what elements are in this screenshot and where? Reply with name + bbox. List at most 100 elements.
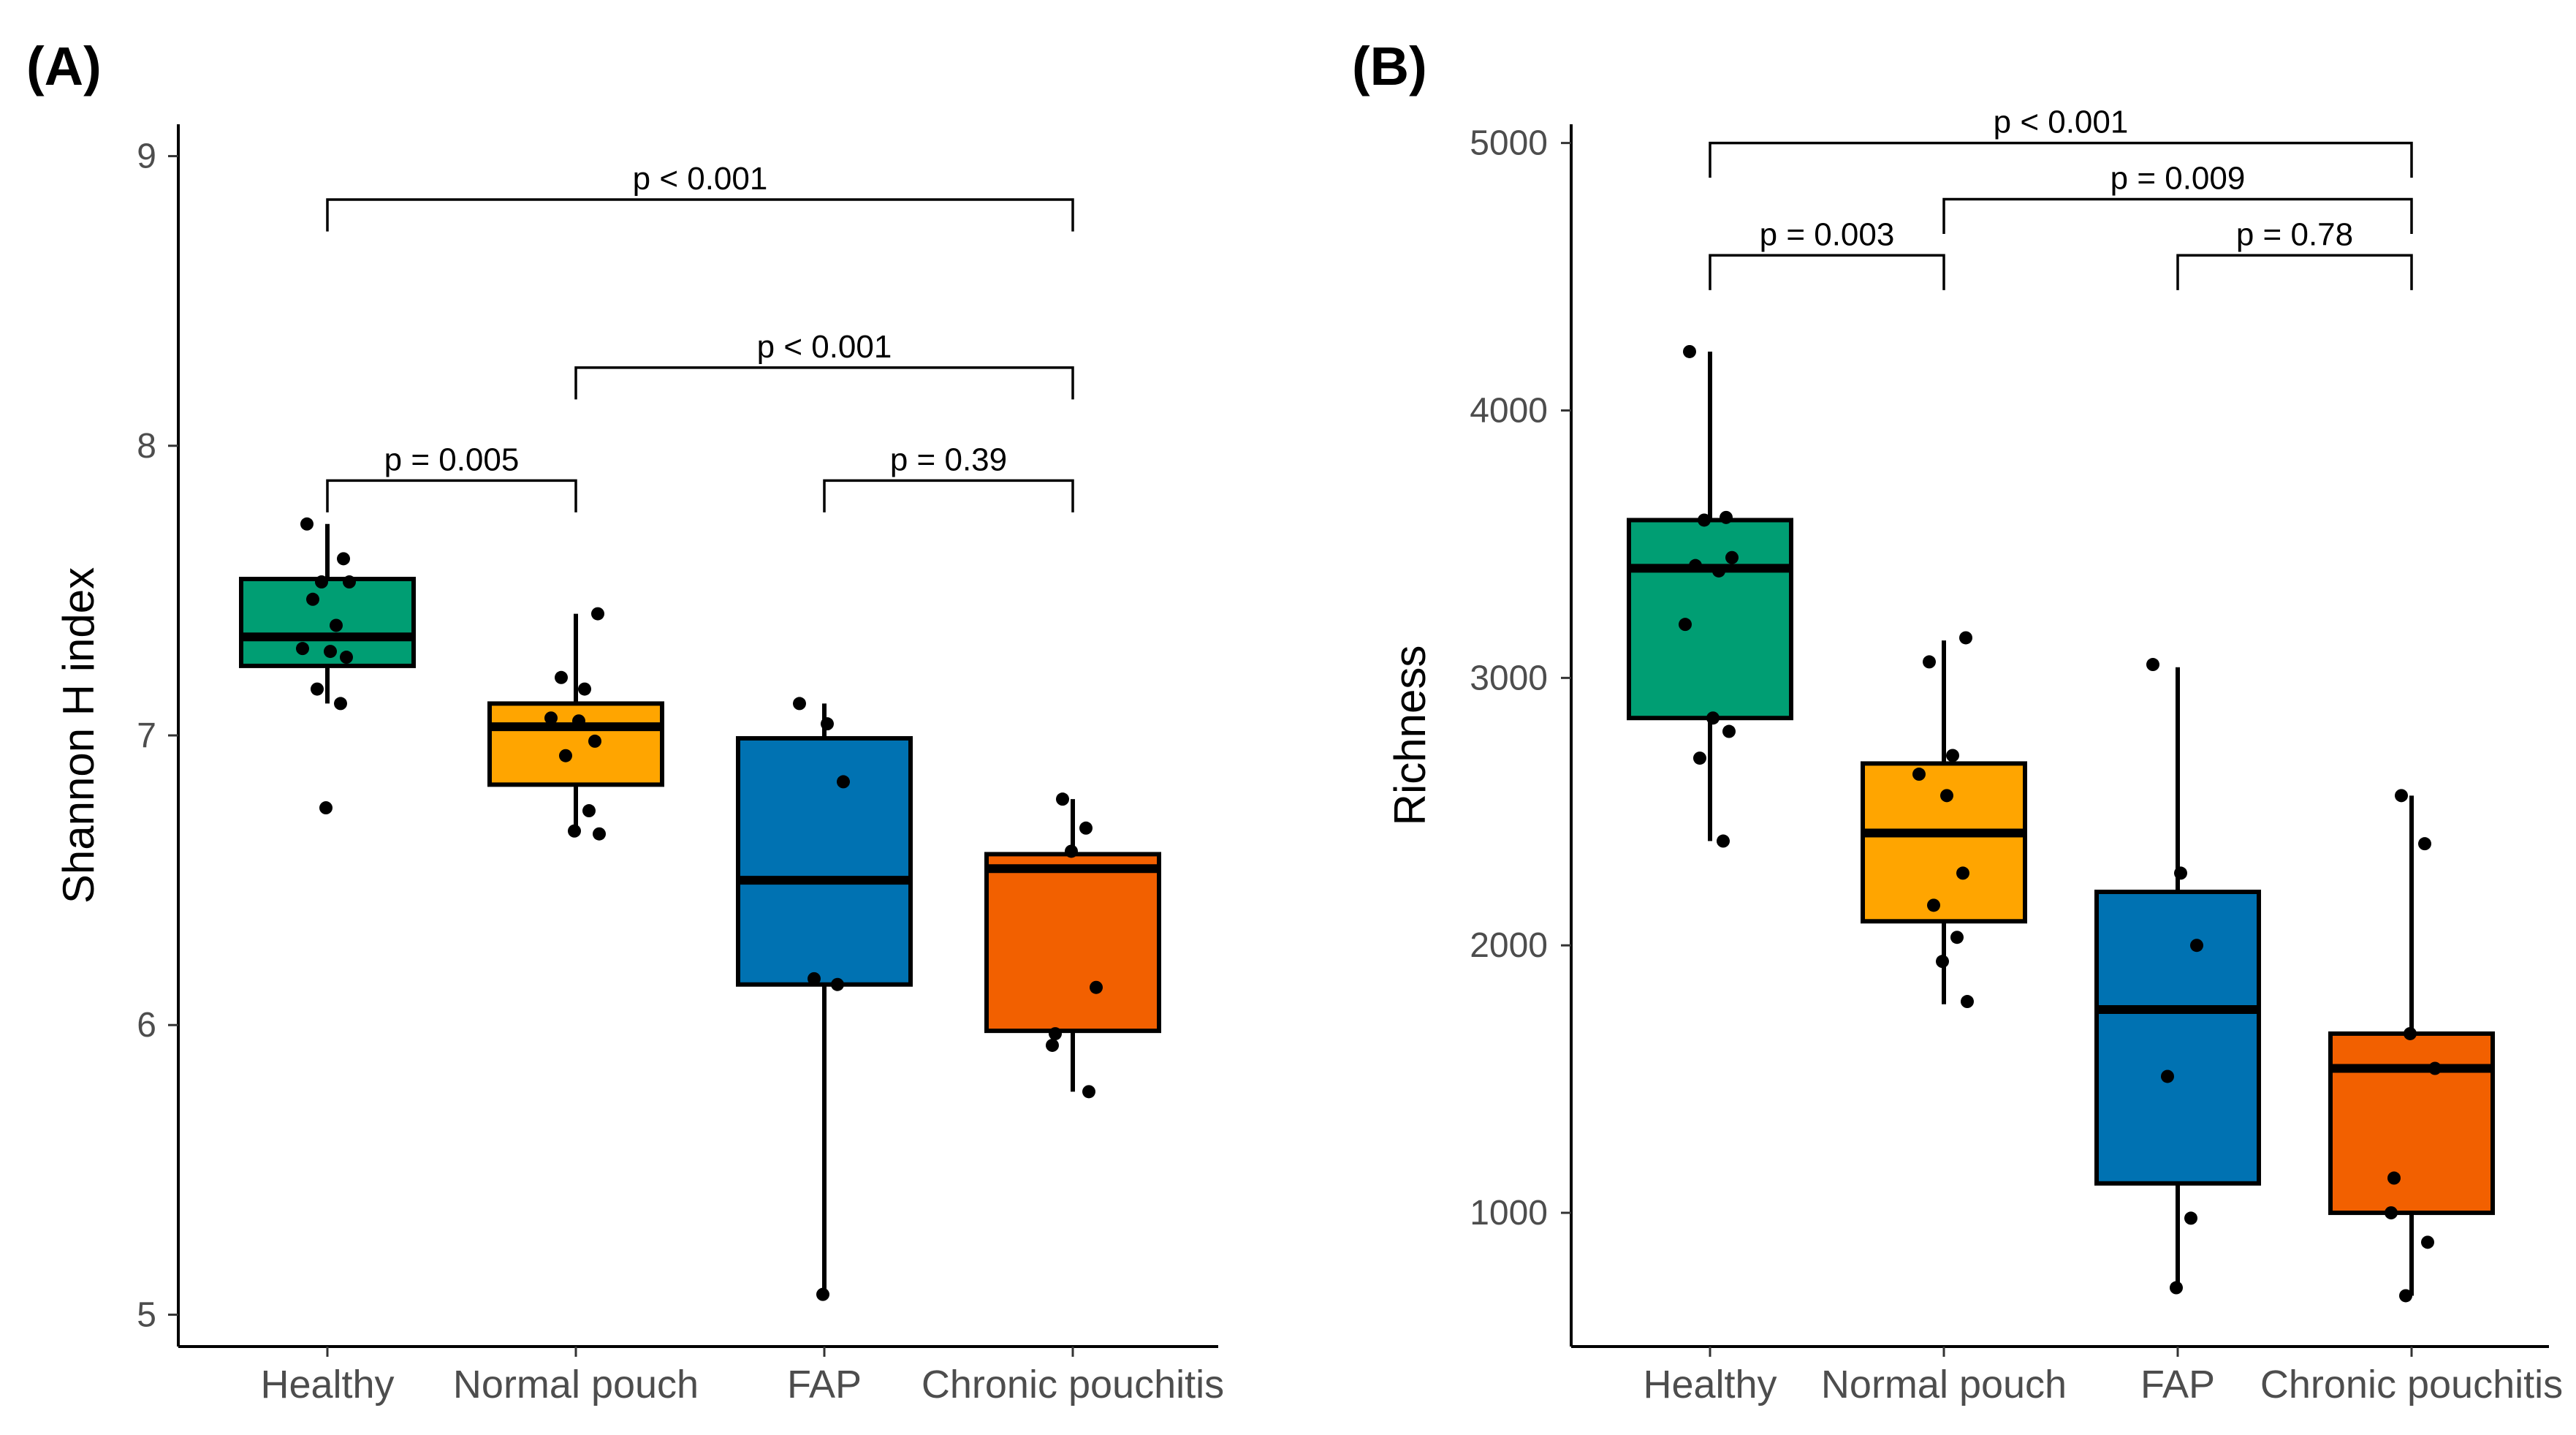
- data-point: [1725, 550, 1739, 564]
- y-tick-label: 9: [137, 137, 156, 176]
- data-point: [306, 592, 319, 606]
- data-point: [2385, 1206, 2398, 1220]
- data-point: [1056, 792, 1069, 806]
- p-value-label: p = 0.009: [2110, 160, 2246, 196]
- box-healthy: [1627, 518, 1793, 721]
- panel-label-a: (A): [26, 36, 102, 96]
- data-point: [319, 801, 333, 815]
- data-point: [311, 682, 324, 696]
- data-point: [2387, 1171, 2401, 1185]
- data-point: [572, 714, 585, 728]
- data-point: [837, 775, 850, 789]
- y-tick-label: 7: [137, 716, 156, 755]
- data-point: [1082, 1085, 1095, 1099]
- x-tick-label: Normal pouch: [453, 1363, 699, 1406]
- x-tick-label: Normal pouch: [1821, 1363, 2067, 1406]
- data-point: [2170, 1281, 2183, 1295]
- x-tick-label: Chronic pouchitis: [2260, 1363, 2563, 1406]
- data-point: [1706, 711, 1720, 725]
- data-point: [559, 749, 572, 762]
- data-point: [2184, 1211, 2197, 1225]
- significance-bracket: [1942, 197, 2413, 235]
- y-tick-label: 5000: [1470, 124, 1548, 163]
- data-point: [1912, 768, 1926, 781]
- box-fap: [736, 735, 913, 987]
- data-point: [330, 618, 343, 632]
- data-point: [324, 645, 337, 659]
- data-point: [2174, 866, 2187, 880]
- data-point: [555, 670, 568, 684]
- data-point: [591, 607, 604, 621]
- data-point: [816, 1287, 829, 1301]
- data-point: [1959, 631, 1972, 645]
- data-point: [544, 711, 558, 725]
- data-point: [1950, 931, 1964, 944]
- p-value-label: p < 0.001: [633, 161, 768, 197]
- data-point: [2418, 837, 2431, 851]
- data-point: [300, 517, 314, 531]
- box-chronic-pouchitis: [984, 852, 1161, 1034]
- box-normal-pouch: [1861, 761, 2027, 924]
- y-tick-label: 5: [137, 1295, 156, 1334]
- data-point: [1693, 751, 1706, 765]
- data-point: [593, 827, 606, 841]
- data-point: [808, 972, 821, 985]
- data-point: [1079, 821, 1093, 835]
- data-point: [2161, 1069, 2174, 1083]
- data-point: [578, 682, 591, 696]
- y-tick-label: 1000: [1470, 1194, 1548, 1233]
- data-point: [1090, 980, 1103, 994]
- data-point: [1689, 559, 1702, 572]
- data-point: [315, 575, 328, 589]
- p-value-label: p < 0.001: [1994, 105, 2129, 140]
- p-value-label: p = 0.78: [2236, 216, 2353, 252]
- p-value-label: p = 0.003: [1760, 216, 1895, 252]
- data-point: [1698, 513, 1711, 527]
- data-point: [296, 642, 309, 656]
- box-chronic-pouchitis: [2328, 1031, 2495, 1216]
- data-point: [2146, 658, 2159, 672]
- panel-label-b: (B): [1352, 36, 1427, 96]
- data-point: [568, 824, 581, 838]
- p-value-label: p = 0.005: [384, 442, 520, 477]
- significance-bracket: [326, 198, 1074, 232]
- panel-b: 1000 2000 3000 4000 5000 Richness Healthy Norma…: [1386, 105, 2563, 1406]
- x-tick-label: Chronic pouchitis: [922, 1363, 1224, 1406]
- significance-bracket: [574, 366, 1074, 400]
- y-axis-title: Richness: [1386, 645, 1435, 826]
- y-tick-label: 2000: [1470, 926, 1548, 965]
- y-tick-label: 6: [137, 1006, 156, 1045]
- data-point: [1065, 844, 1078, 858]
- y-axis-title: Shannon H index: [54, 567, 103, 904]
- box-fap: [2094, 890, 2261, 1186]
- data-point: [340, 651, 353, 665]
- data-point: [1712, 564, 1725, 578]
- data-point: [2190, 939, 2203, 953]
- panel-a: 5 6 7 8 9 Shannon H index Healthy Normal pouch F…: [54, 124, 1224, 1406]
- data-point: [793, 697, 806, 711]
- data-point: [337, 552, 350, 566]
- data-point: [2399, 1289, 2412, 1303]
- x-tick-label: FAP: [787, 1363, 862, 1406]
- data-point: [1940, 789, 1953, 803]
- data-point: [1722, 724, 1736, 738]
- significance-bracket: [2176, 254, 2413, 290]
- significance-bracket: [823, 479, 1074, 512]
- data-point: [1717, 834, 1730, 848]
- data-point: [1049, 1027, 1062, 1041]
- data-point: [1946, 749, 1959, 762]
- x-tick-label: FAP: [2140, 1363, 2215, 1406]
- data-point: [343, 575, 356, 589]
- data-point: [2428, 1061, 2442, 1075]
- data-point: [1961, 995, 1974, 1009]
- data-point: [821, 717, 834, 731]
- p-value-label: p = 0.39: [890, 442, 1007, 477]
- data-point: [1927, 898, 1940, 912]
- data-point: [2421, 1235, 2434, 1249]
- significance-bracket: [1709, 141, 2413, 178]
- significance-bracket: [326, 479, 577, 512]
- x-tick-label: Healthy: [1643, 1363, 1777, 1406]
- data-point: [588, 734, 601, 748]
- data-point: [2404, 1026, 2417, 1040]
